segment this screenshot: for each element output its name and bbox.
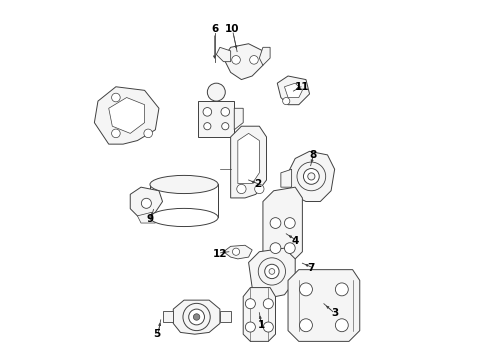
Ellipse shape: [150, 208, 218, 226]
Polygon shape: [150, 184, 218, 217]
Polygon shape: [173, 300, 220, 334]
Circle shape: [232, 55, 240, 64]
Circle shape: [263, 299, 273, 309]
Circle shape: [204, 123, 211, 130]
Text: 9: 9: [147, 215, 153, 224]
Text: 3: 3: [331, 308, 338, 318]
Polygon shape: [109, 98, 145, 134]
Circle shape: [245, 322, 255, 332]
Polygon shape: [130, 187, 163, 220]
Circle shape: [112, 93, 120, 102]
Circle shape: [270, 243, 281, 253]
Circle shape: [335, 319, 348, 332]
Circle shape: [285, 243, 295, 253]
Polygon shape: [234, 108, 243, 130]
Circle shape: [303, 168, 319, 184]
Polygon shape: [288, 270, 360, 341]
Polygon shape: [95, 87, 159, 144]
Circle shape: [299, 319, 313, 332]
Circle shape: [308, 173, 315, 180]
Polygon shape: [243, 288, 275, 341]
Text: 6: 6: [211, 24, 218, 35]
Circle shape: [144, 129, 152, 138]
Polygon shape: [248, 248, 295, 298]
Circle shape: [189, 309, 204, 325]
Circle shape: [335, 283, 348, 296]
Circle shape: [203, 108, 212, 116]
Polygon shape: [223, 245, 252, 259]
Polygon shape: [259, 47, 270, 65]
Circle shape: [207, 83, 225, 101]
Circle shape: [269, 269, 275, 274]
Circle shape: [283, 98, 290, 105]
Polygon shape: [137, 212, 155, 223]
Circle shape: [141, 198, 151, 208]
Text: 7: 7: [308, 263, 315, 273]
Text: 8: 8: [310, 150, 317, 160]
Circle shape: [194, 314, 200, 320]
Polygon shape: [163, 311, 173, 321]
Polygon shape: [238, 134, 259, 184]
Circle shape: [232, 248, 240, 255]
Circle shape: [112, 129, 120, 138]
Circle shape: [183, 303, 210, 330]
Circle shape: [245, 299, 255, 309]
Text: 5: 5: [153, 329, 161, 339]
Circle shape: [258, 258, 286, 285]
Text: 10: 10: [225, 24, 240, 35]
Polygon shape: [281, 169, 292, 187]
Text: 12: 12: [213, 248, 227, 258]
Polygon shape: [231, 126, 267, 198]
Circle shape: [255, 184, 264, 194]
Polygon shape: [216, 47, 231, 62]
Circle shape: [263, 322, 273, 332]
Circle shape: [221, 123, 229, 130]
Text: 4: 4: [292, 236, 299, 246]
Circle shape: [237, 184, 246, 194]
Circle shape: [270, 218, 281, 228]
Circle shape: [297, 162, 326, 191]
Text: 1: 1: [258, 320, 265, 330]
Polygon shape: [285, 83, 302, 98]
Polygon shape: [198, 101, 234, 137]
Circle shape: [285, 218, 295, 228]
Circle shape: [221, 108, 230, 116]
Polygon shape: [263, 187, 302, 262]
Ellipse shape: [150, 175, 218, 194]
Circle shape: [265, 264, 279, 279]
Circle shape: [250, 55, 258, 64]
Circle shape: [299, 283, 313, 296]
Text: 2: 2: [254, 179, 261, 189]
Polygon shape: [288, 151, 335, 202]
Polygon shape: [220, 311, 231, 321]
Polygon shape: [277, 76, 310, 105]
Text: 11: 11: [295, 82, 310, 92]
Polygon shape: [223, 44, 263, 80]
